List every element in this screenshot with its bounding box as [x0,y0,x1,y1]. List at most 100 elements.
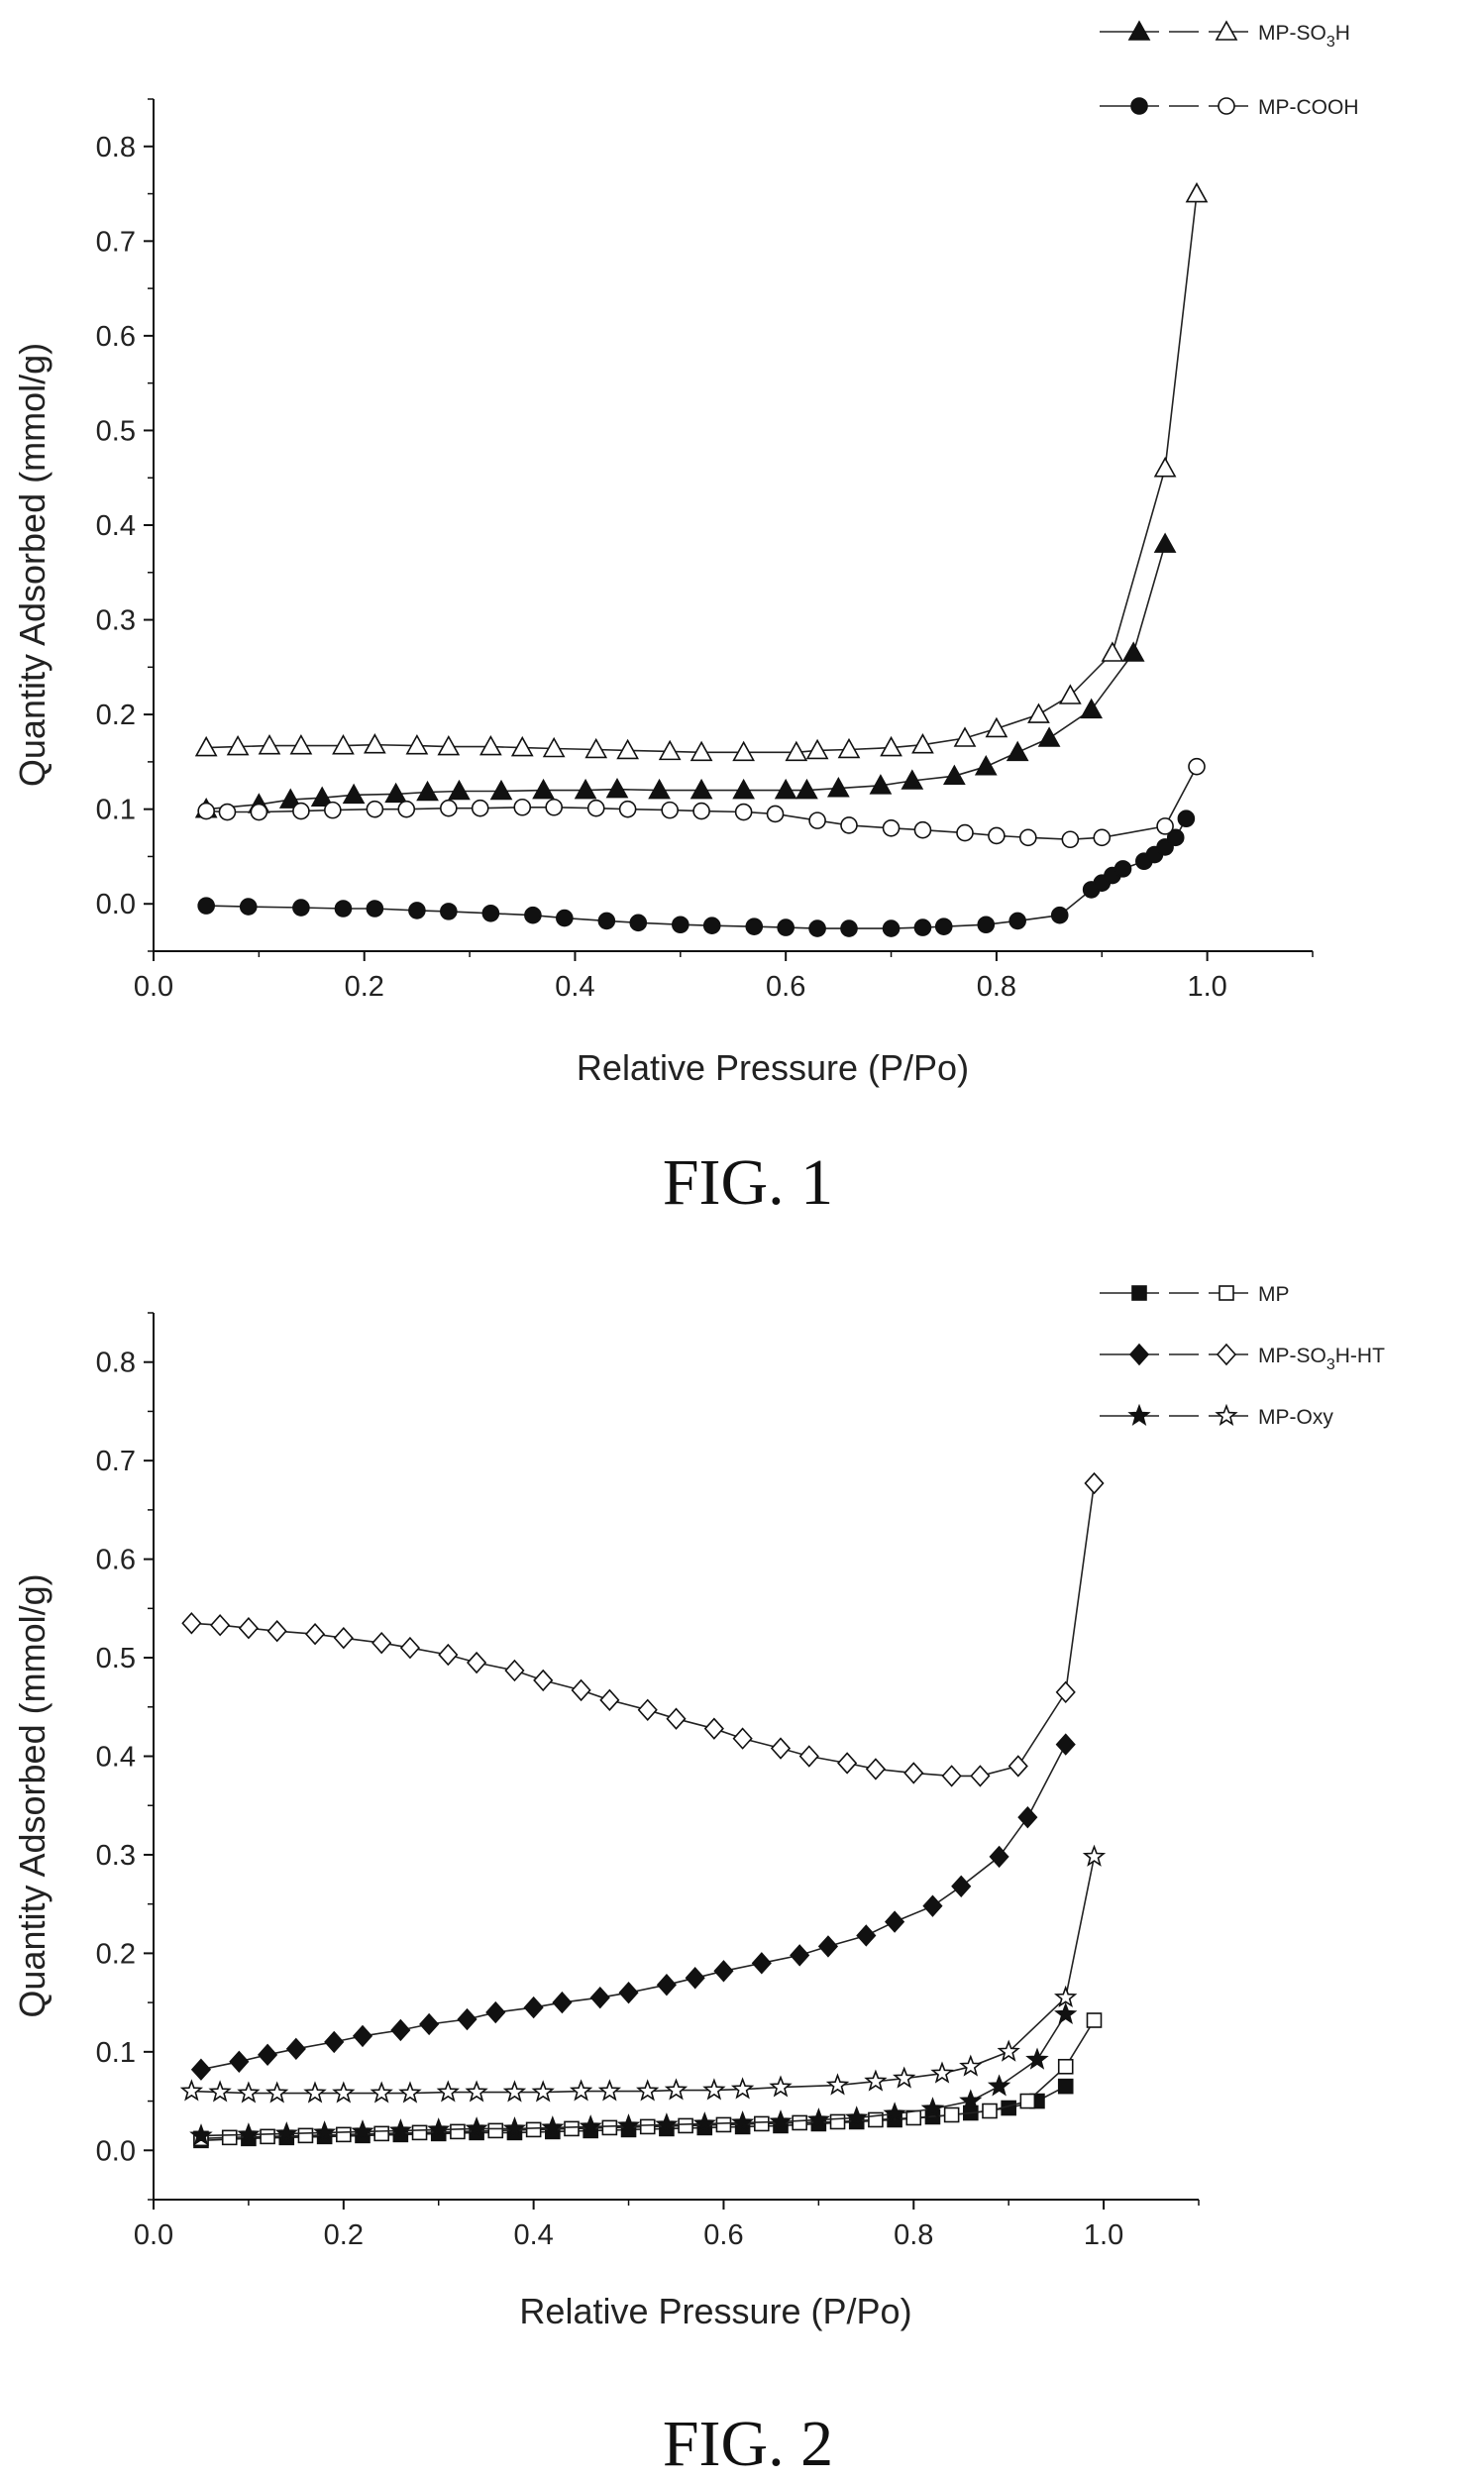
desorption-point [533,1669,554,1692]
adsorption-point [278,788,302,809]
desorption-point [601,2119,618,2136]
x-tick-label: 0.8 [894,2219,933,2251]
desorption-point [864,2069,888,2092]
x-tick-label: 0.6 [703,2219,743,2251]
adsorption-point [922,1894,943,1917]
desorption-point [179,2079,204,2102]
desorption-point [487,2122,504,2139]
adsorption-point [589,1986,610,2009]
y-tick-label: 0.2 [96,1938,136,1970]
desorption-point [450,2123,466,2140]
desorption-point [636,2079,660,2102]
adsorption-point [408,902,426,919]
desorption-point [702,2078,726,2101]
adsorption-point [959,2089,983,2111]
desorption-point [943,2106,960,2123]
desorption-point [1188,757,1206,776]
desorption-point [982,2103,998,2119]
desorption-point [336,2126,352,2143]
legend-entry: MP-SO3H-HT [1100,1343,1385,1373]
adsorption-point [648,778,671,800]
legend-adsorption-marker [1131,1285,1147,1301]
adsorption-point [197,897,215,915]
desorption-point [250,803,268,821]
adsorption-point [285,2037,306,2061]
legend-adsorption-marker [1127,1403,1151,1426]
desorption-point [304,1622,326,1646]
desorption-point [829,2113,846,2130]
desorption-point [1093,828,1112,847]
adsorption-point [751,1952,772,1975]
desorption-point [571,1678,591,1702]
adsorption-point [1054,2001,1078,2024]
desorption-point [513,798,532,816]
legend-adsorption-marker [1128,1343,1150,1366]
series-MP-SO3H-HT [181,1471,1105,2081]
x-tick-label: 1.0 [1187,971,1226,1003]
y-tick-label: 0.8 [96,132,136,163]
adsorption-point [795,778,818,800]
adsorption-point [885,1910,905,1933]
x-tick-label: 0.4 [513,2219,553,2251]
desorption-point [805,738,829,760]
legend-desorption-marker [1218,97,1235,115]
desorption-point [584,737,608,759]
desorption-point [1156,817,1174,835]
fig2-chart: 0.0 0.2 0.4 0.6 0.8 1.0 0.0 0.1 0.2 0.3 0.4 0.5 0.6 0… [12,1283,1385,2331]
desorption-point [531,2080,555,2103]
adsorption-point [883,2102,906,2124]
legend-label-main: MP-SO [1258,1345,1326,1367]
adsorption-point [481,904,500,922]
desorption-point [226,734,250,756]
desorption-point [785,740,808,762]
adsorption-line [206,543,1166,810]
adsorption-point [920,2097,945,2119]
y-tick-label: 0.8 [96,1348,136,1379]
desorption-point [893,2066,916,2089]
desorption-point [1055,1680,1076,1704]
desorption-point [1054,1985,1078,2008]
desorption-point [882,818,901,837]
x-tick-label: 0.0 [134,2219,173,2251]
desorption-point [332,2081,356,2104]
y-tick-label: 0.0 [96,889,136,920]
adsorption-point [655,2112,679,2135]
adsorption-point [934,918,953,935]
desorption-line [206,193,1198,754]
y-tick-label: 0.3 [96,1840,136,1872]
fig1-caption: FIG. 1 [663,1146,833,1219]
desorption-point [333,1626,354,1650]
desorption-point [734,803,753,821]
desorption-point [181,1612,202,1635]
adsorption-point [845,2105,869,2128]
adsorption-point [351,2119,374,2142]
adsorption-point [1050,906,1069,924]
adsorption-point [732,778,755,800]
adsorption-point [1006,740,1029,762]
desorption-point [1027,702,1050,723]
desorption-point [569,2079,593,2102]
legend-desorption-marker [1215,1403,1238,1426]
desorption-point [880,735,902,757]
y-tick-label: 0.0 [96,2135,136,2167]
desorption-point [599,1688,620,1712]
adsorption-point [901,769,924,790]
adsorption-point [1166,828,1185,847]
adsorption-point [974,755,998,776]
adsorption-point [237,2122,261,2145]
y-tick-label: 0.7 [96,1446,136,1477]
desorption-point [597,2079,622,2102]
desorption-point [825,2073,850,2096]
adsorption-point [465,2116,488,2139]
desorption-point [258,733,281,755]
desorption-point [1061,830,1080,849]
desorption-point [913,820,932,839]
y-tick-label: 0.4 [96,510,136,542]
desorption-point [542,736,566,758]
desorption-point [970,1765,991,1787]
legend-desorption-marker [1219,1285,1234,1301]
desorption-point [194,735,218,757]
desorption-point [666,1707,687,1730]
desorption-point [266,1620,287,1643]
desorption-point [373,2125,389,2142]
